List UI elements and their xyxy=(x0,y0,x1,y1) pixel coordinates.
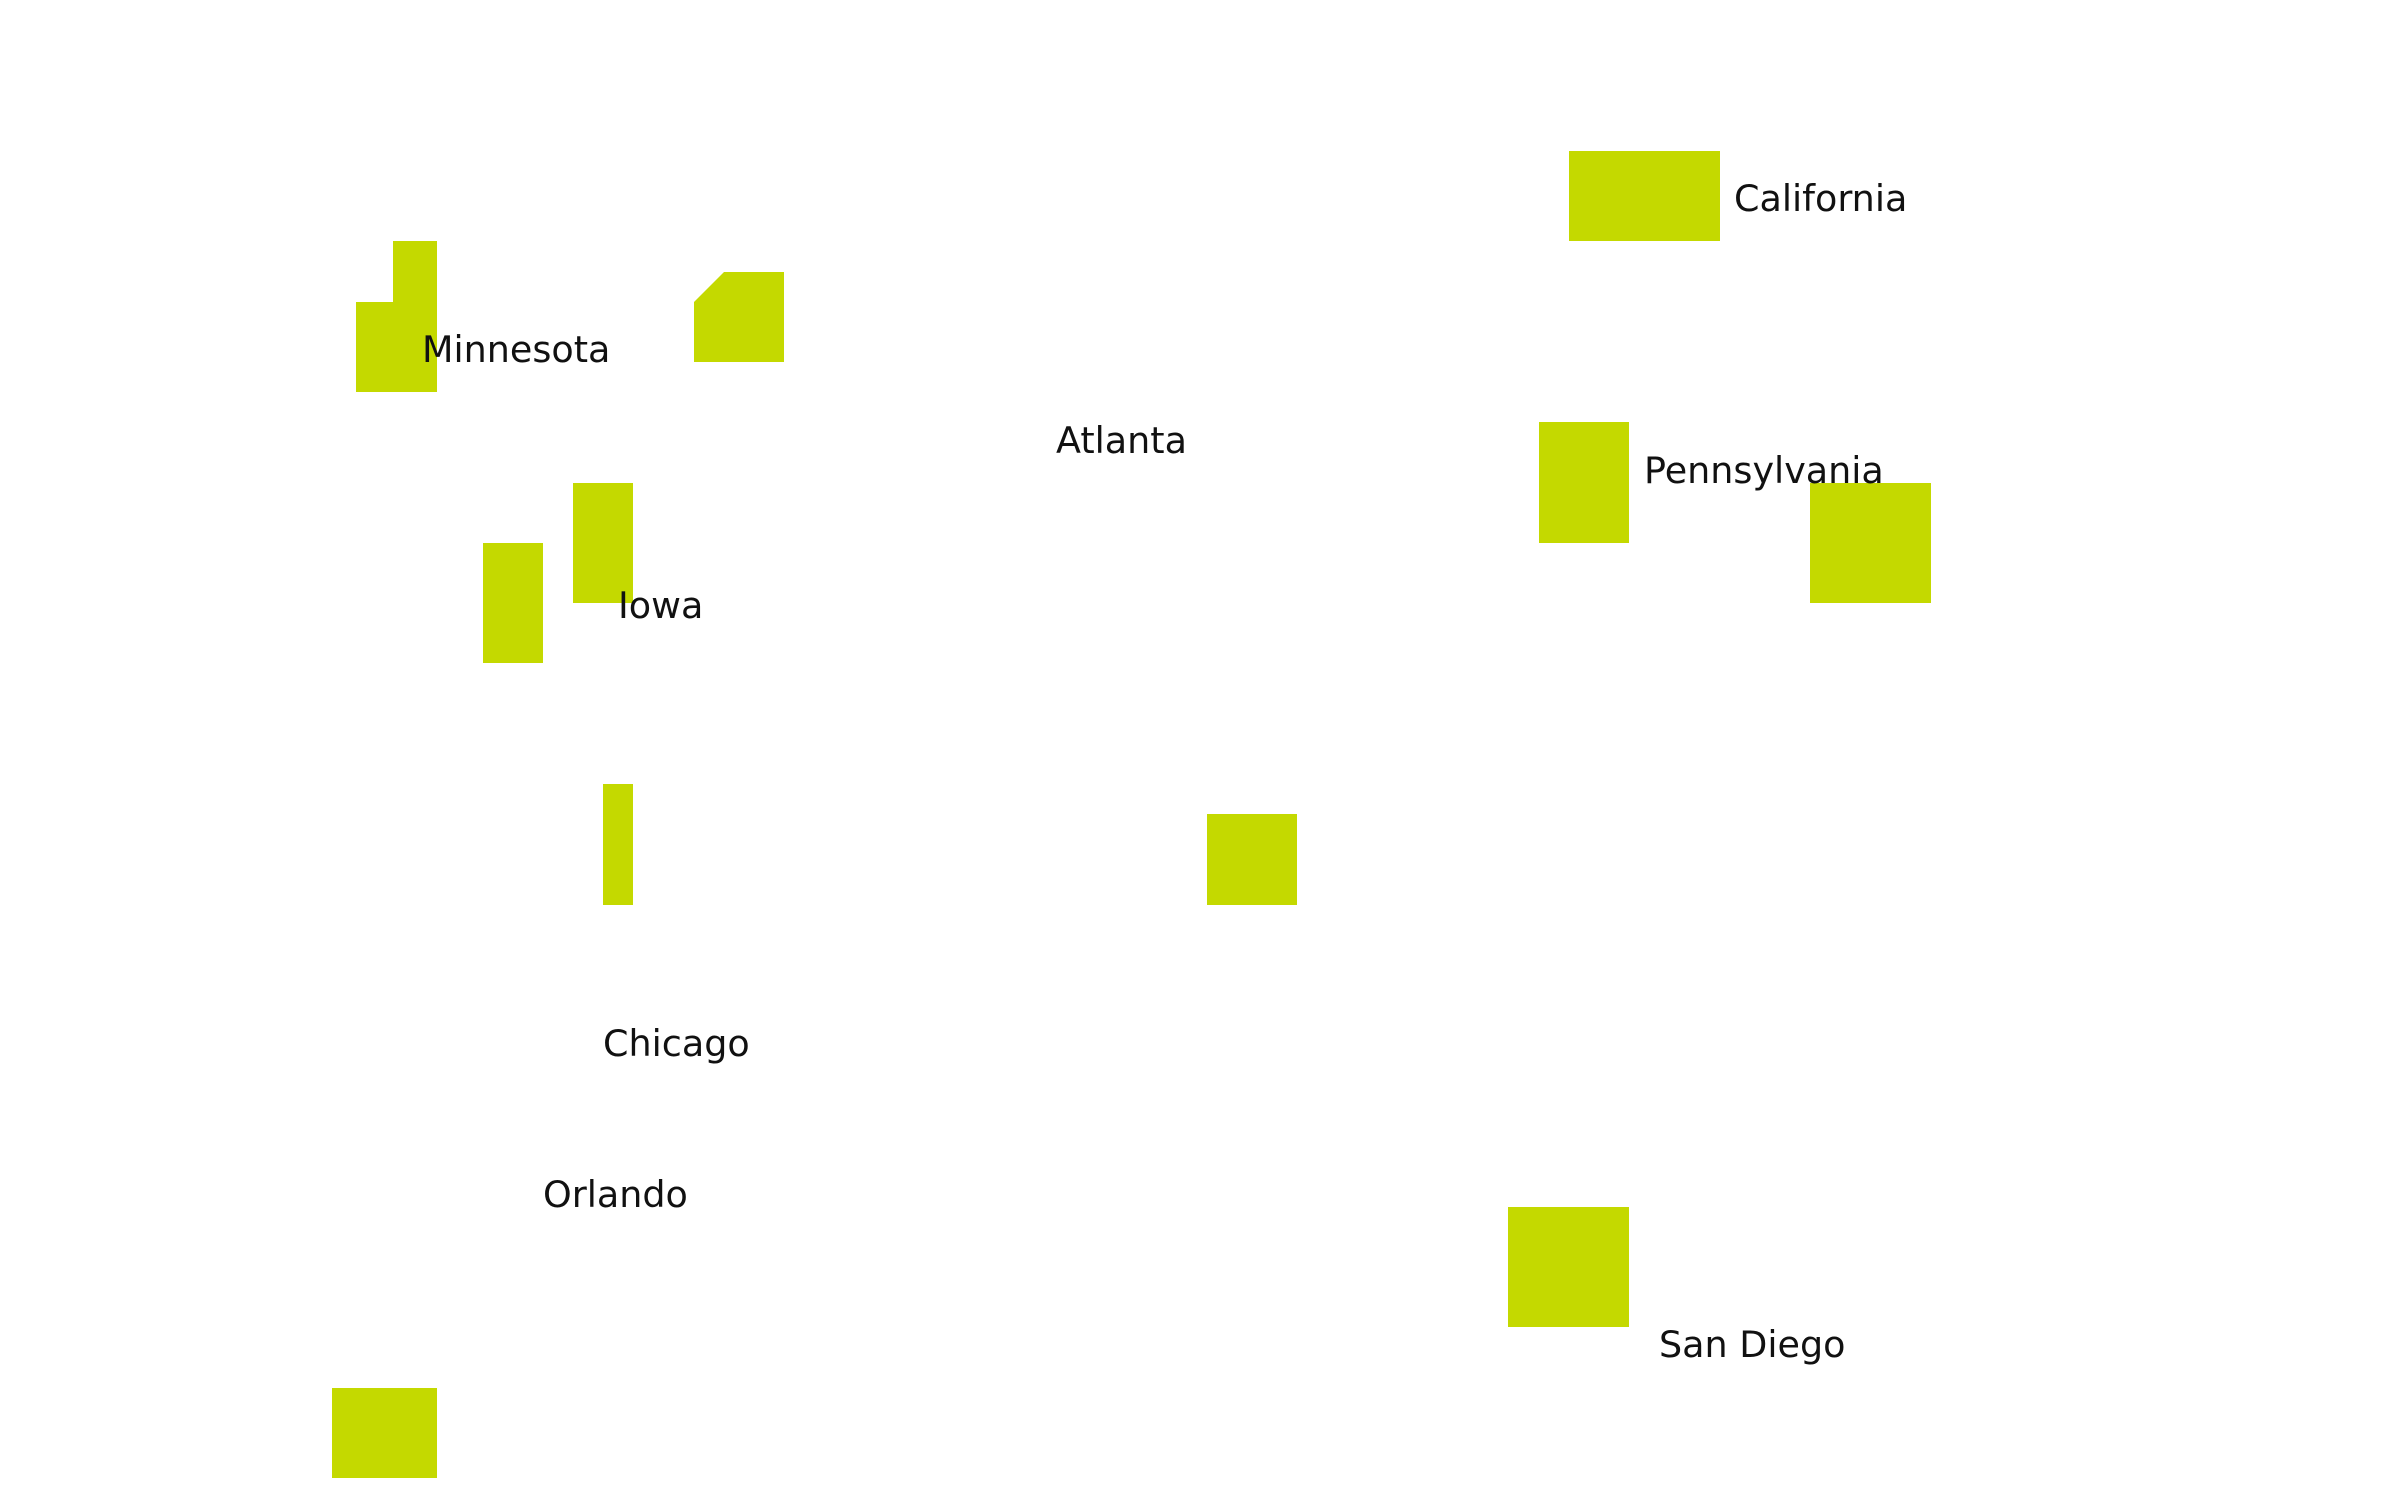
label-minnesota: Minnesota xyxy=(422,328,610,371)
iowa-region-east[interactable] xyxy=(573,483,633,603)
chicago-region[interactable] xyxy=(603,784,633,905)
minnesota-region[interactable] xyxy=(356,241,437,392)
map-shapes xyxy=(332,151,1931,1478)
label-orlando: Orlando xyxy=(543,1173,688,1216)
pennsylvania-region[interactable] xyxy=(1539,422,1629,543)
iowa-region-west[interactable] xyxy=(483,543,543,663)
map-labels: California Minnesota Atlanta Pennsylvani… xyxy=(422,177,1907,1366)
northern-region[interactable] xyxy=(694,272,784,362)
label-chicago: Chicago xyxy=(603,1022,750,1065)
label-san-diego: San Diego xyxy=(1659,1323,1845,1366)
california-region[interactable] xyxy=(1569,151,1720,241)
san-diego-region[interactable] xyxy=(1508,1207,1629,1327)
central-region[interactable] xyxy=(1207,814,1297,905)
label-iowa: Iowa xyxy=(618,584,703,627)
label-california: California xyxy=(1734,177,1907,220)
orlando-region[interactable] xyxy=(332,1388,437,1478)
eastern-region[interactable] xyxy=(1810,483,1931,603)
label-atlanta: Atlanta xyxy=(1056,419,1187,462)
label-pennsylvania: Pennsylvania xyxy=(1644,449,1884,492)
